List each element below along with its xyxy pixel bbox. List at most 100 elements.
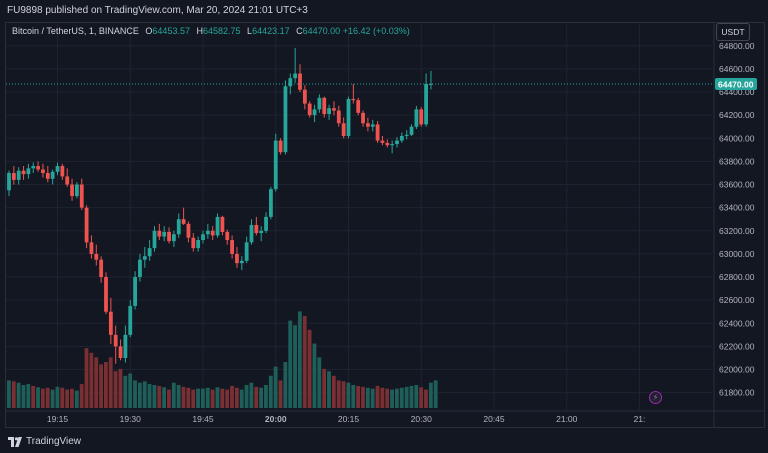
- x-tick-label: 19:45: [192, 414, 214, 424]
- volume-bar: [380, 387, 385, 408]
- currency-button[interactable]: USDT: [716, 23, 750, 41]
- candle-body: [356, 100, 361, 113]
- candle-body: [16, 170, 21, 180]
- candle-body: [370, 124, 375, 127]
- y-tick-label: 64800.00: [719, 41, 755, 51]
- candle-body: [332, 108, 336, 111]
- candle-body: [302, 89, 307, 104]
- y-tick-label: 63800.00: [719, 156, 755, 166]
- legend-low-value: 64423.17: [252, 26, 290, 36]
- candle-body: [133, 277, 137, 306]
- volume-bar: [171, 382, 176, 408]
- candle-body: [239, 260, 244, 264]
- volume-bar: [26, 384, 31, 408]
- y-tick-label: 63000.00: [719, 249, 755, 259]
- candle-body: [404, 134, 409, 136]
- volume-bar: [70, 388, 74, 408]
- candle-body: [79, 184, 84, 208]
- candle-body: [293, 73, 298, 79]
- volume-bar: [327, 371, 331, 408]
- candle-body: [41, 169, 45, 173]
- y-tick-label: 63400.00: [719, 203, 755, 213]
- x-tick-label: 20:30: [411, 414, 433, 424]
- volume-bar: [220, 388, 225, 408]
- candle-body: [298, 73, 302, 90]
- volume-bar: [21, 385, 26, 408]
- candle-body: [249, 225, 254, 243]
- legend-change: +16.42 (+0.03%): [342, 26, 410, 36]
- candle-body: [399, 135, 404, 141]
- last-price-tag: [715, 77, 757, 90]
- volume-bar: [331, 375, 336, 408]
- candle-body: [65, 176, 70, 185]
- candle-body: [191, 237, 196, 249]
- volume-bar: [108, 357, 113, 408]
- candle-body: [7, 172, 11, 191]
- y-tick-label: 62400.00: [719, 318, 755, 328]
- volume-bar: [409, 385, 414, 408]
- y-tick-label: 64000.00: [719, 133, 755, 143]
- candle-body: [128, 305, 133, 335]
- candle-body: [317, 97, 322, 110]
- tradingview-logo-icon: [8, 436, 22, 447]
- candle-body: [336, 110, 341, 124]
- candle-body: [283, 86, 288, 153]
- volume-bar: [84, 348, 89, 408]
- volume-bar: [264, 385, 268, 408]
- volume-bar: [11, 381, 16, 408]
- volume-bar: [55, 386, 60, 408]
- volume-bar: [302, 316, 307, 408]
- candle-body: [167, 231, 171, 242]
- volume-bar: [254, 386, 259, 408]
- volume-bar: [414, 385, 419, 408]
- candle-body: [264, 216, 268, 231]
- candle-body: [21, 170, 26, 175]
- candle-body: [230, 240, 234, 254]
- volume-bar: [312, 343, 317, 408]
- volume-bar: [336, 380, 341, 408]
- volume-bar: [239, 389, 244, 408]
- candle-body: [11, 172, 16, 180]
- candle-body: [55, 166, 60, 172]
- candle-body: [269, 189, 273, 217]
- x-tick-label: 20:45: [483, 414, 505, 424]
- volume-bar: [191, 389, 196, 408]
- volume-bar: [31, 385, 36, 408]
- legend-close-value: 64470.00: [302, 26, 341, 36]
- y-tick-label: 62000.00: [719, 365, 755, 375]
- volume-bar: [361, 386, 365, 408]
- candle-body: [75, 184, 79, 197]
- volume-bar: [7, 380, 11, 408]
- candle-body: [395, 140, 399, 145]
- chart-pane[interactable]: [5, 22, 765, 428]
- volume-bar: [133, 380, 137, 408]
- volume-bar: [225, 389, 230, 408]
- volume-bar: [385, 388, 390, 408]
- volume-bar: [273, 366, 278, 408]
- last-price-label: 64470.00: [718, 79, 754, 89]
- y-tick-label: 61800.00: [719, 388, 755, 398]
- candle-body: [424, 83, 428, 125]
- candle-body: [259, 230, 264, 234]
- volume-bar: [176, 385, 181, 408]
- candle-body: [172, 234, 176, 242]
- volume-bar: [351, 385, 356, 408]
- volume-bar: [79, 384, 84, 408]
- volume-bar: [356, 385, 360, 408]
- volume-bar: [370, 388, 375, 408]
- candle-body: [162, 231, 167, 237]
- candle-body: [84, 207, 89, 243]
- legend-symbol: Bitcoin / TetherUS, 1, BINANCE: [12, 26, 139, 36]
- volume-bar: [60, 387, 65, 408]
- candle-body: [210, 230, 215, 236]
- candle-body: [409, 126, 414, 135]
- lightning-icon[interactable]: ⚡: [649, 391, 662, 404]
- candle-body: [385, 142, 390, 146]
- volume-bar: [186, 387, 191, 408]
- candle-body: [390, 144, 395, 146]
- y-tick-label: 63600.00: [719, 180, 755, 190]
- candle-body: [181, 219, 186, 224]
- candle-body: [375, 124, 380, 141]
- candle-body: [312, 109, 317, 116]
